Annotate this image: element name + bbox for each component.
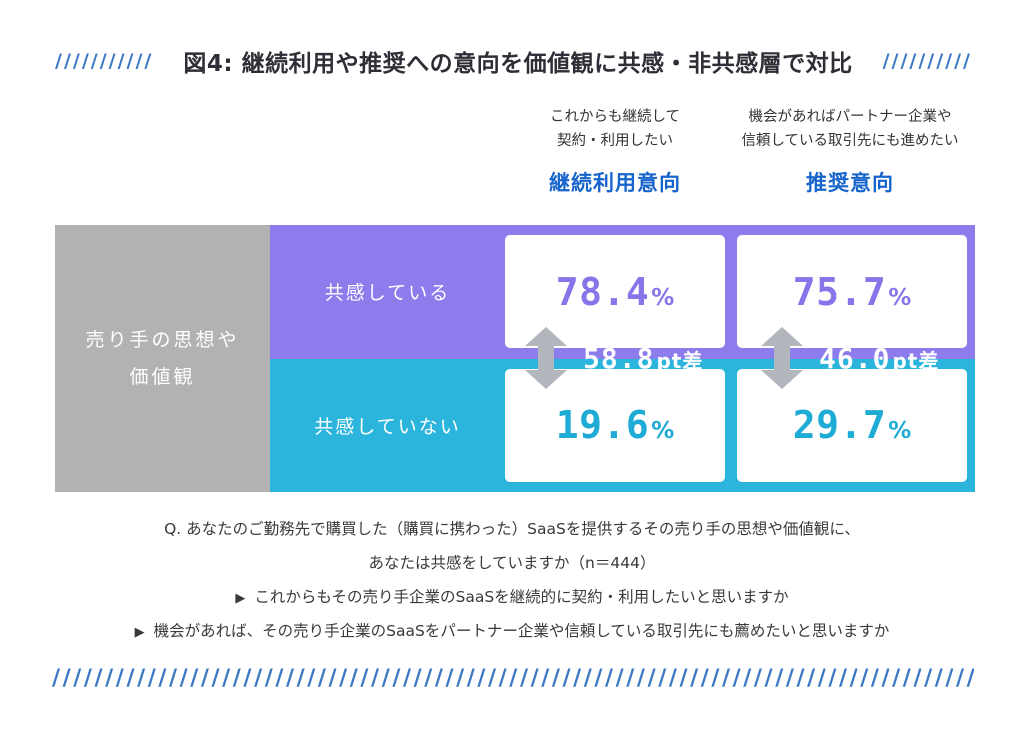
triangle-bullet-icon: ▶ — [235, 591, 246, 607]
title-row: /////////// 図4: 継続利用や推奨への意向を価値観に共感・非共感層で… — [55, 44, 972, 78]
difference-continuation: 58.8 pt差 — [525, 327, 703, 389]
slash-decoration-right: ////////// — [882, 50, 972, 72]
survey-sub-question-1: ▶ これからもその売り手企業のSaaSを継続的に契約・利用したいと思いますか — [0, 580, 1024, 614]
column-label-recommendation: 推奨意向 — [806, 170, 894, 195]
value-text: 78.4% — [556, 270, 675, 314]
survey-sub-question-2: ▶ 機会があれば、その売り手企業のSaaSをパートナー企業や信頼している取引先にも… — [0, 614, 1024, 648]
value-cell-no-empathy-recommendation: 29.7% — [737, 368, 967, 482]
difference-unit: pt差 — [656, 348, 704, 373]
row-label-no-empathy: 共感していない — [314, 415, 461, 438]
table-rows: 共感している 78.4% 75.7% 共感していない 19.6% 29.7% — [270, 225, 975, 492]
value-number: 78.4 — [555, 269, 650, 314]
value-unit: % — [888, 418, 912, 445]
triangle-bullet-icon: ▶ — [134, 625, 145, 641]
comparison-table: 売り手の思想や 価値観 共感している 78.4% 75.7% 共感していない 1… — [55, 225, 975, 492]
table-row-empathy: 共感している 78.4% 75.7% — [270, 225, 975, 359]
value-cell-empathy-recommendation: 75.7% — [737, 235, 967, 349]
difference-unit: pt差 — [892, 348, 940, 373]
value-unit: % — [651, 418, 675, 445]
column-description-continuation: これからも継続して 契約・利用したい — [549, 109, 681, 149]
difference-text: 58.8 pt差 — [583, 342, 703, 375]
column-header-recommendation: 機会があればパートナー企業や 信頼している取引先にも進めたい 推奨意向 — [722, 106, 978, 197]
row-label-empathy: 共感している — [324, 282, 451, 305]
slash-decoration-bottom: ////////////////////////////////////////… — [52, 666, 974, 691]
survey-notes: Q. あなたのご勤務先で購買した（購買に携わった）SaaSを提供するその売り手の… — [0, 512, 1024, 648]
sub-question-text: これからもその売り手企業のSaaSを継続的に契約・利用したいと思いますか — [254, 588, 789, 607]
value-number: 29.7 — [792, 403, 887, 448]
survey-question-line2: あなたは共感をしていますか（n＝444） — [368, 554, 656, 573]
value-text: 19.6% — [556, 403, 675, 447]
value-text: 75.7% — [793, 270, 912, 314]
column-header-continuation: これからも継続して 契約・利用したい 継続利用意向 — [500, 106, 730, 197]
value-number: 75.7 — [792, 269, 887, 314]
column-description-recommendation: 機会があればパートナー企業や 信頼している取引先にも進めたい — [741, 109, 959, 149]
sub-question-text: 機会があれば、その売り手企業のSaaSをパートナー企業や信頼している取引先にも薦… — [153, 622, 890, 641]
column-label-continuation: 継続利用意向 — [549, 170, 681, 195]
table-row-no-empathy: 共感していない 19.6% 29.7% — [270, 358, 975, 492]
figure-title: 図4: 継続利用や推奨への意向を価値観に共感・非共感層で対比 — [183, 51, 853, 77]
value-cell-empathy-continuation: 78.4% — [505, 235, 725, 349]
updown-arrow-icon — [761, 327, 803, 389]
value-number: 19.6 — [555, 403, 650, 448]
slash-decoration-left: /////////// — [55, 50, 154, 72]
row-dimension-header: 売り手の思想や 価値観 — [55, 225, 270, 492]
difference-number: 46.0 — [819, 341, 891, 375]
survey-question-line1: Q. あなたのご勤務先で購買した（購買に携わった）SaaSを提供するその売り手の… — [164, 520, 860, 538]
value-text: 29.7% — [793, 403, 912, 447]
difference-number: 58.8 — [583, 341, 655, 375]
value-unit: % — [888, 284, 912, 311]
value-unit: % — [651, 284, 675, 311]
difference-text: 46.0 pt差 — [819, 342, 939, 375]
value-cell-no-empathy-continuation: 19.6% — [505, 368, 725, 482]
difference-recommendation: 46.0 pt差 — [761, 327, 939, 389]
updown-arrow-icon — [525, 327, 567, 389]
